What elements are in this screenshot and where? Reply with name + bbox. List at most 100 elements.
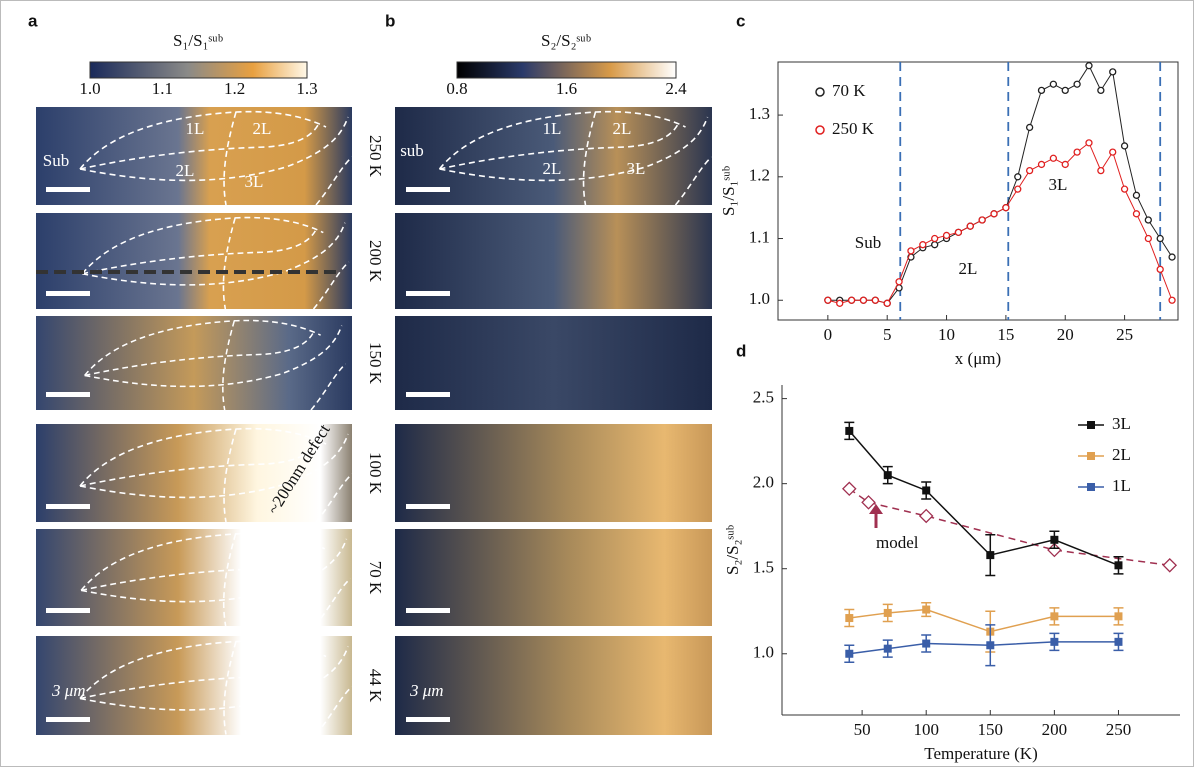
region-label: Sub <box>43 151 69 170</box>
colorbar-tick-label: 2.4 <box>665 79 687 98</box>
x-tick-label: 200 <box>1042 720 1068 739</box>
scale-bar <box>406 608 450 613</box>
data-point <box>942 231 951 240</box>
x-tick-label: 100 <box>913 720 939 739</box>
data-point <box>919 241 927 249</box>
data-point <box>1156 265 1164 274</box>
data-point <box>931 234 939 243</box>
data-point <box>1114 637 1123 646</box>
scale-bar <box>406 717 450 722</box>
data-point <box>1050 637 1059 646</box>
x-tick-label: 15 <box>997 325 1014 344</box>
scale-bar <box>406 392 450 397</box>
data-point <box>1168 253 1176 261</box>
model-point <box>861 495 876 510</box>
data-point <box>1097 86 1105 95</box>
scale-bar <box>46 187 90 192</box>
model-point <box>842 481 857 497</box>
data-point <box>931 241 939 249</box>
x-tick-label: 0 <box>824 325 833 344</box>
data-point <box>883 471 892 480</box>
legend-label: 70 K <box>832 81 866 100</box>
series-line <box>827 142 1173 304</box>
scale-bar <box>46 608 90 613</box>
y-tick-label: 2.5 <box>753 388 774 407</box>
data-point <box>1168 296 1176 304</box>
data-point <box>1049 80 1058 88</box>
y-tick-label: 1.2 <box>749 166 770 185</box>
y-axis-label: S₂/S₂ˢᵘᵇ <box>723 525 742 575</box>
data-point <box>1014 173 1022 181</box>
panel-letter: b <box>385 11 395 30</box>
data-point <box>954 228 963 237</box>
temperature-label: 44 K <box>366 669 385 703</box>
colorbar-title: S₁/S₁ˢᵘᵇ <box>173 31 223 50</box>
data-point <box>1109 68 1117 76</box>
legend-label: 1L <box>1112 476 1131 495</box>
colorbar-tick-label: 1.2 <box>224 79 245 98</box>
colorbar-title: S₂/S₂ˢᵘᵇ <box>541 31 591 50</box>
colorbar-tick-label: 1.1 <box>152 79 173 98</box>
scale-bar <box>46 717 90 722</box>
data-point <box>845 426 854 435</box>
annotation: 3L <box>1049 175 1068 194</box>
data-point <box>1014 185 1022 193</box>
data-point <box>978 216 986 224</box>
data-point <box>922 639 931 648</box>
data-point <box>1025 166 1034 175</box>
data-point <box>1144 234 1152 243</box>
y-tick-label: 1.1 <box>749 227 770 246</box>
y-axis-label: S₁/S₁ˢᵘᵇ <box>719 166 738 216</box>
colorbar <box>89 61 308 79</box>
data-point <box>1156 234 1164 243</box>
plot-frame <box>777 61 1179 321</box>
data-point <box>1050 612 1059 621</box>
data-point <box>883 644 892 653</box>
x-tick-label: 250 <box>1106 720 1132 739</box>
region-label: 3L <box>245 172 264 191</box>
temperature-label: 150 K <box>366 342 385 385</box>
data-point <box>1073 148 1081 156</box>
scale-bar <box>406 291 450 296</box>
panel-letter: c <box>736 11 745 30</box>
data-point <box>845 614 854 623</box>
series-line <box>849 608 1119 633</box>
y-tick-label: 2.0 <box>753 473 774 492</box>
region-label: 2L <box>543 159 562 178</box>
data-point <box>1061 86 1069 95</box>
data-point <box>1050 535 1059 544</box>
data-point <box>922 486 931 495</box>
data-point <box>824 296 832 304</box>
scale-label: 3 μm <box>409 681 444 700</box>
region-label: sub <box>400 141 424 160</box>
legend-marker <box>815 87 825 97</box>
region-label: 2L <box>176 161 195 180</box>
scale-bar <box>406 504 450 509</box>
annotation: Sub <box>855 233 881 252</box>
x-axis-label: x (μm) <box>955 349 1001 368</box>
data-point <box>907 247 915 255</box>
data-point <box>1114 612 1123 621</box>
y-tick-label: 1.0 <box>753 643 774 662</box>
data-point <box>883 299 891 307</box>
x-tick-label: 20 <box>1057 325 1074 344</box>
temperature-label: 250 K <box>366 135 385 178</box>
region-label: 3L <box>627 159 646 178</box>
panel-letter: d <box>736 341 746 360</box>
data-point <box>986 551 995 560</box>
colorbar-tick-label: 1.0 <box>79 79 100 98</box>
y-tick-label: 1.3 <box>749 104 770 123</box>
data-point <box>1109 148 1117 156</box>
data-point <box>871 296 879 304</box>
data-point <box>922 605 931 614</box>
data-point <box>1132 210 1141 218</box>
data-point <box>1025 123 1034 132</box>
data-point <box>895 278 903 286</box>
scale-label: 3 μm <box>51 681 86 700</box>
data-point <box>883 608 892 617</box>
data-point <box>1120 142 1129 150</box>
x-tick-label: 25 <box>1116 325 1133 344</box>
colorbar-tick-label: 1.6 <box>556 79 577 98</box>
data-point <box>990 210 998 218</box>
scale-bar <box>406 187 450 192</box>
